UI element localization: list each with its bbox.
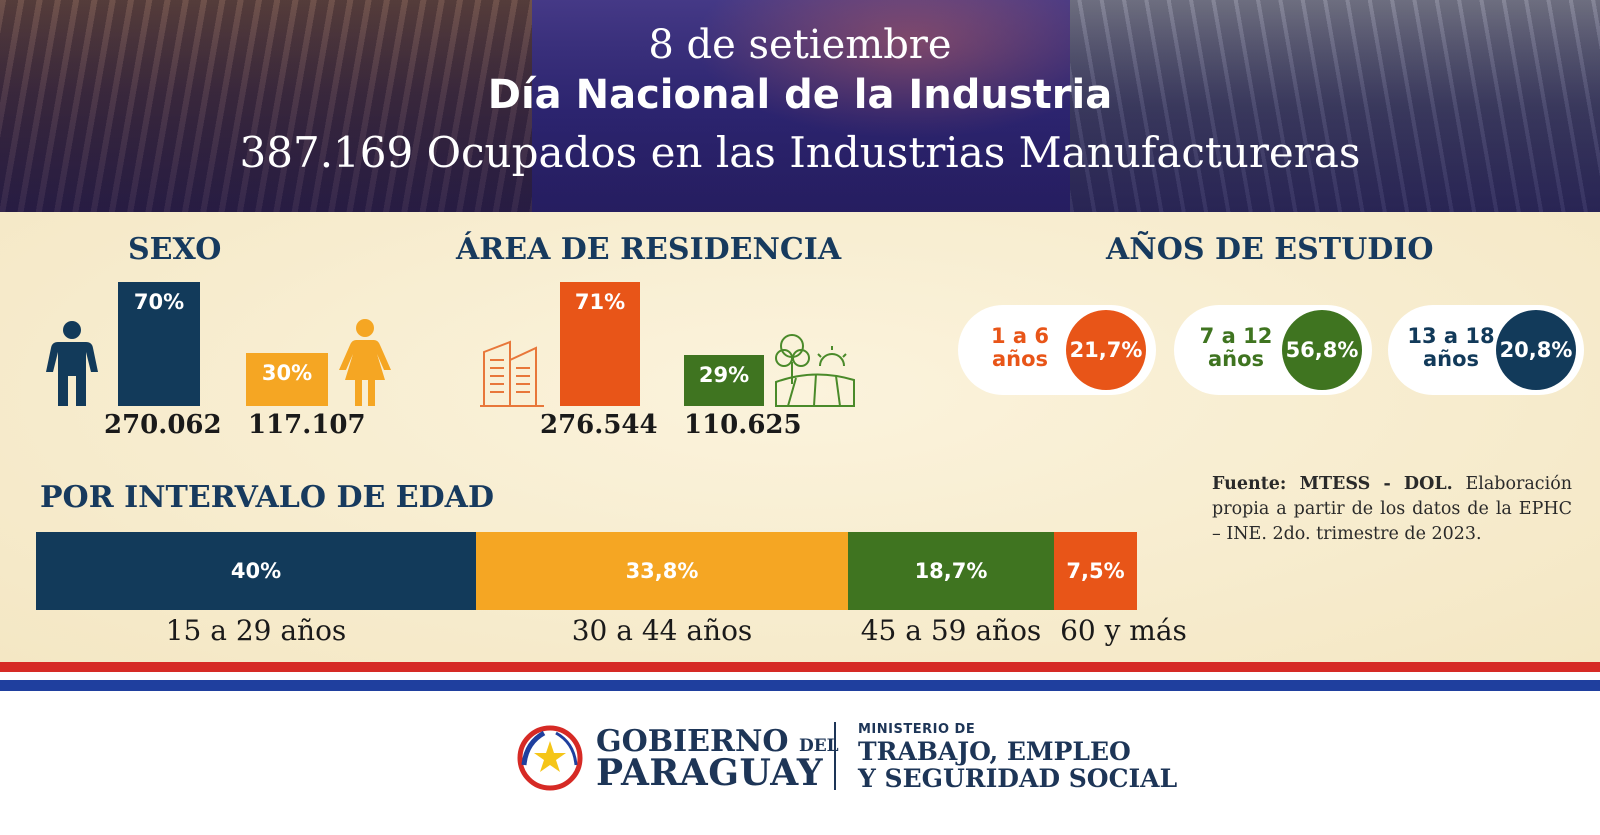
source-text: Elaboración propia a partir de los datos…: [1212, 474, 1572, 544]
source-label: Fuente: MTESS - DOL.: [1212, 474, 1453, 494]
estudio-item-7-12: 7 a 12 años 56,8%: [1174, 305, 1372, 395]
rural-farm-icon: [775, 334, 855, 407]
city-buildings-icon: [480, 340, 544, 407]
edad-stacked-bar: 40% 33,8% 18,7% 7,5%: [36, 532, 1137, 610]
paraguay-coat-of-arms-icon: [517, 725, 583, 791]
flag-stripe-red: [0, 662, 1600, 672]
estudio-item-label: 13 a 18 años: [1407, 324, 1495, 371]
factory-photo-left: [0, 0, 532, 212]
footer: [0, 693, 1600, 835]
estudio-title: AÑOS DE ESTUDIO: [1106, 232, 1434, 267]
edad-label-45-59: 45 a 59 años: [860, 614, 1042, 647]
edad-label-30-44: 30 a 44 años: [571, 614, 753, 647]
estudio-item-1-6: 1 a 6 años 21,7%: [958, 305, 1156, 395]
residencia-bar-urbana: 71%: [560, 282, 640, 406]
factory-photo-center: [532, 0, 1070, 212]
sexo-bar-female-label: 30%: [261, 361, 313, 385]
sexo-bar-female: 30%: [246, 353, 328, 406]
footer-divider: [834, 722, 836, 790]
headline: 387.169 Ocupados en las Industrias Manuf…: [239, 128, 1361, 177]
ministry-line1: MINISTERIO DE: [858, 722, 976, 737]
ministry-line3: Y SEGURIDAD SOCIAL: [858, 764, 1178, 793]
estudio-item-value: 21,7%: [1066, 310, 1146, 390]
event-title: Día Nacional de la Industria: [487, 72, 1113, 118]
edad-label-60-mas: 60 y más: [1060, 614, 1187, 647]
source-note: Fuente: MTESS - DOL. Elaboración propia …: [1212, 472, 1572, 547]
residencia-bar-rural-label: 29%: [698, 363, 750, 387]
estudio-item-label: 1 a 6 años: [990, 324, 1050, 371]
residencia-count-rural: 110.625: [684, 410, 802, 440]
flag-stripe-white: [0, 672, 1600, 680]
header-banner: 8 de setiembre Día Nacional de la Indust…: [0, 0, 1600, 212]
gobierno-line2: PARAGUAY: [596, 752, 824, 794]
ministry-line2: TRABAJO, EMPLEO: [858, 737, 1131, 766]
male-person-icon: [46, 321, 98, 406]
residencia-count-urbana: 276.544: [540, 410, 658, 440]
residencia-title: ÁREA DE RESIDENCIA: [456, 232, 842, 267]
sexo-bar-male-label: 70%: [133, 290, 185, 314]
residencia-bar-rural: 29%: [684, 355, 764, 406]
edad-segment-60-mas: 7,5%: [1054, 532, 1137, 610]
estudio-item-13-18: 13 a 18 años 20,8%: [1388, 305, 1584, 395]
female-person-icon: [339, 319, 391, 406]
edad-segment-15-29: 40%: [36, 532, 476, 610]
sexo-title: SEXO: [128, 232, 222, 267]
sexo-count-male: 270.062: [104, 410, 222, 440]
estudio-item-label: 7 a 12 años: [1199, 324, 1273, 371]
gobierno-line1: GOBIERNO DEL: [596, 724, 839, 759]
sexo-bar-male: 70%: [118, 282, 200, 406]
edad-segment-45-59: 18,7%: [848, 532, 1054, 610]
edad-title: POR INTERVALO DE EDAD: [40, 480, 494, 515]
factory-photo-right: [1070, 0, 1600, 212]
estudio-item-value: 20,8%: [1496, 310, 1576, 390]
estudio-item-value: 56,8%: [1282, 310, 1362, 390]
date-title: 8 de setiembre: [648, 22, 952, 68]
flag-stripe-blue: [0, 680, 1600, 691]
edad-segment-30-44: 33,8%: [476, 532, 848, 610]
edad-label-15-29: 15 a 29 años: [165, 614, 347, 647]
sexo-count-female: 117.107: [248, 410, 366, 440]
residencia-bar-urbana-label: 71%: [574, 290, 626, 314]
